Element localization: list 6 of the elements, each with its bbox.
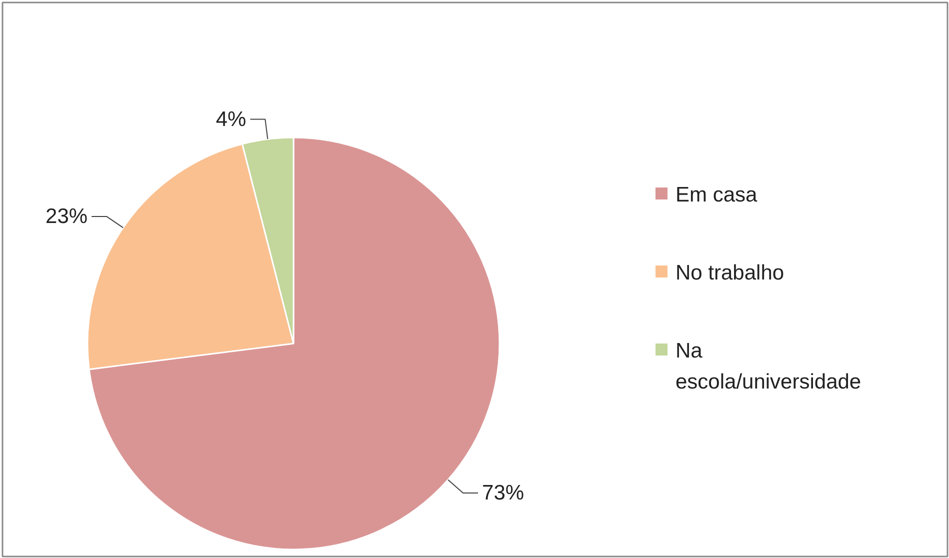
data-label: 4% [216,108,246,131]
legend-label: No trabalho [676,262,784,284]
legend-label: Na escola/universidade [676,340,862,394]
data-label: 73% [482,481,524,504]
legend-label: Em casa [676,184,758,206]
data-label: 23% [46,204,88,228]
